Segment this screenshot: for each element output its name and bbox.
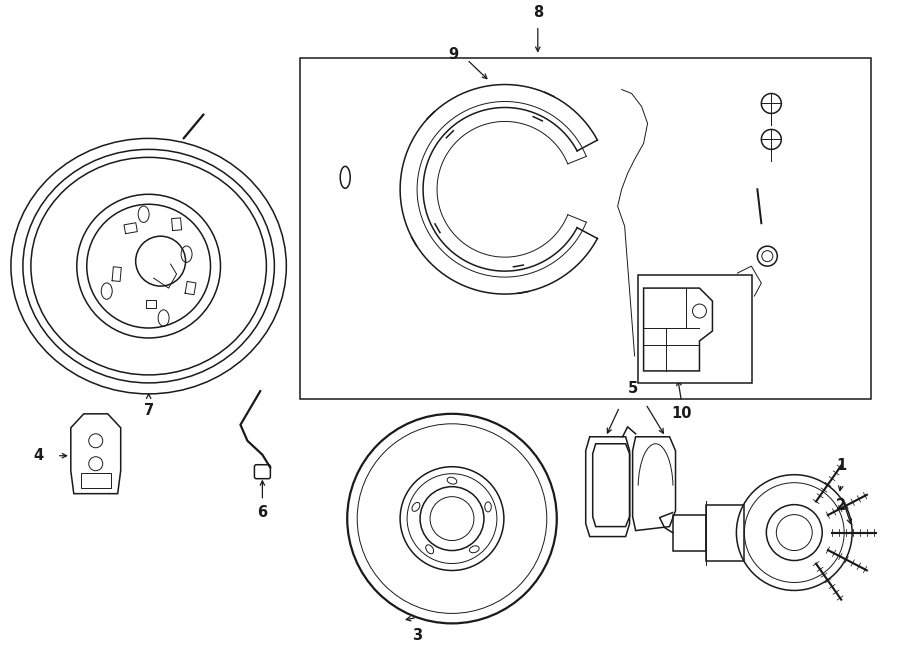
Text: 5: 5 xyxy=(627,381,638,397)
Text: 9: 9 xyxy=(448,47,458,62)
Text: 8: 8 xyxy=(533,5,543,20)
Text: 7: 7 xyxy=(144,403,154,418)
Text: 1: 1 xyxy=(836,458,846,473)
Text: 10: 10 xyxy=(671,407,692,421)
Text: 6: 6 xyxy=(257,505,267,520)
Text: 4: 4 xyxy=(34,448,44,463)
Text: 2: 2 xyxy=(836,498,846,513)
Bar xyxy=(637,275,752,383)
Bar xyxy=(706,504,744,561)
Bar xyxy=(301,58,871,399)
Bar xyxy=(672,515,706,551)
Text: 3: 3 xyxy=(412,628,422,643)
Bar xyxy=(81,473,111,488)
